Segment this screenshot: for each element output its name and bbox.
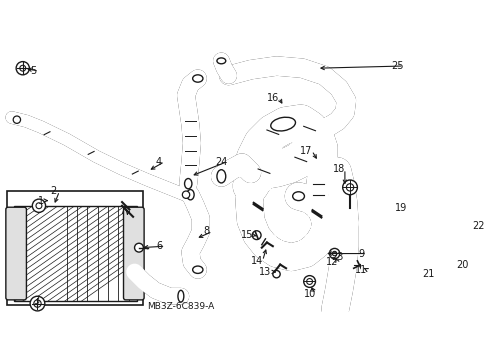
Ellipse shape xyxy=(271,117,295,131)
FancyBboxPatch shape xyxy=(6,207,26,300)
Text: 13: 13 xyxy=(259,267,271,277)
Circle shape xyxy=(16,62,29,75)
Text: 7: 7 xyxy=(119,206,125,216)
Text: 12: 12 xyxy=(325,257,338,267)
Ellipse shape xyxy=(178,290,184,302)
Ellipse shape xyxy=(193,266,203,273)
Text: 16: 16 xyxy=(267,93,279,103)
Text: 11: 11 xyxy=(355,265,367,275)
Text: 8: 8 xyxy=(203,226,210,237)
Text: 4: 4 xyxy=(156,157,162,167)
Circle shape xyxy=(182,191,190,198)
Text: 20: 20 xyxy=(456,260,469,270)
Text: 23: 23 xyxy=(331,252,343,262)
Bar xyxy=(6,191,143,305)
Polygon shape xyxy=(14,206,137,301)
Circle shape xyxy=(273,270,280,278)
Text: MB3Z-6C839-A: MB3Z-6C839-A xyxy=(147,302,215,311)
Circle shape xyxy=(346,184,354,191)
Ellipse shape xyxy=(217,58,226,64)
Text: 2: 2 xyxy=(50,186,57,196)
Text: 14: 14 xyxy=(250,256,263,266)
Circle shape xyxy=(343,180,357,195)
Circle shape xyxy=(135,243,144,252)
Ellipse shape xyxy=(293,192,304,201)
Ellipse shape xyxy=(185,179,192,189)
Circle shape xyxy=(36,203,42,209)
Ellipse shape xyxy=(193,75,203,82)
Text: 24: 24 xyxy=(215,157,227,167)
Circle shape xyxy=(332,251,337,256)
Text: 5: 5 xyxy=(30,66,36,76)
Circle shape xyxy=(32,199,46,212)
Text: 19: 19 xyxy=(395,203,408,213)
Ellipse shape xyxy=(217,170,226,183)
Text: 9: 9 xyxy=(358,248,364,258)
Circle shape xyxy=(329,248,340,259)
Text: 17: 17 xyxy=(300,145,312,156)
Text: 18: 18 xyxy=(333,164,345,174)
Ellipse shape xyxy=(377,220,389,229)
Ellipse shape xyxy=(187,190,194,200)
Circle shape xyxy=(304,276,316,287)
Text: 25: 25 xyxy=(392,61,404,71)
Text: 15: 15 xyxy=(241,230,253,240)
FancyBboxPatch shape xyxy=(123,207,144,300)
Text: 22: 22 xyxy=(472,221,485,231)
Circle shape xyxy=(30,296,45,311)
Circle shape xyxy=(307,279,313,284)
Circle shape xyxy=(13,116,21,123)
Text: 1: 1 xyxy=(38,195,44,206)
Text: 6: 6 xyxy=(156,241,163,251)
Circle shape xyxy=(20,65,25,71)
Circle shape xyxy=(252,231,261,239)
Text: 3: 3 xyxy=(33,296,39,306)
Text: 10: 10 xyxy=(303,289,316,299)
Circle shape xyxy=(455,256,466,266)
Circle shape xyxy=(34,300,41,307)
Text: 21: 21 xyxy=(422,269,435,279)
